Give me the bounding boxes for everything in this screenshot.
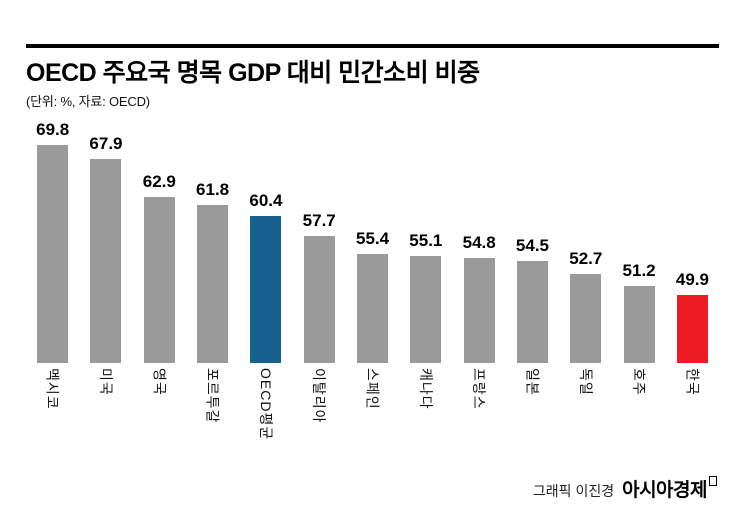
bar-category-label: 멕시코 bbox=[44, 368, 61, 410]
bar-chart: 69.8 멕시코 67.9 미국 62.9 영국 61.8 포르투갈 60.4 OECD평균 57.… bbox=[26, 120, 719, 450]
bar-category-label: 미국 bbox=[97, 368, 114, 396]
bar-value-label: 54.8 bbox=[462, 233, 496, 252]
bar bbox=[410, 256, 442, 363]
bar-value-label: 67.9 bbox=[89, 134, 123, 153]
bar-column: 54.8 프랑스 bbox=[453, 233, 506, 450]
bar-column: 57.7 이탈리아 bbox=[293, 211, 346, 450]
bar bbox=[623, 286, 655, 363]
bar-column: 55.4 스페인 bbox=[346, 229, 399, 450]
credit-line: 그래픽 이진경 아시아경제 bbox=[533, 475, 717, 502]
bar-value-label: 55.1 bbox=[409, 231, 443, 250]
bar bbox=[516, 261, 548, 363]
bar-category-label: 일본 bbox=[524, 368, 541, 396]
bar-category-label: 프랑스 bbox=[471, 368, 488, 410]
bar-category-label: OECD평균 bbox=[257, 368, 274, 441]
bar-column: 60.4 OECD평균 bbox=[239, 191, 292, 450]
bar-column: 51.2 호주 bbox=[612, 261, 665, 450]
bar bbox=[250, 216, 282, 363]
brand-mark-icon bbox=[709, 476, 717, 486]
bar bbox=[676, 295, 708, 363]
bar bbox=[463, 258, 495, 363]
bar bbox=[90, 159, 122, 363]
bar-column: 69.8 멕시코 bbox=[26, 120, 79, 450]
bar bbox=[143, 197, 175, 363]
bar-value-label: 57.7 bbox=[302, 211, 336, 230]
bar-column: 55.1 캐나다 bbox=[399, 231, 452, 450]
chart-subtitle: (단위: %, 자료: OECD) bbox=[26, 94, 150, 109]
bar-category-label: 독일 bbox=[577, 368, 594, 396]
bar-value-label: 49.9 bbox=[675, 270, 709, 289]
bar-value-label: 52.7 bbox=[569, 249, 603, 268]
brand-logo: 아시아경제 bbox=[622, 475, 717, 502]
bar bbox=[303, 236, 335, 363]
bar-value-label: 54.5 bbox=[515, 236, 550, 255]
bar-category-label: 호주 bbox=[631, 368, 648, 396]
bar-column: 67.9 미국 bbox=[79, 134, 132, 450]
bar-category-label: 이탈리아 bbox=[311, 368, 328, 424]
bar-category-label: 포르투갈 bbox=[204, 368, 221, 424]
brand-name: 아시아경제 bbox=[622, 480, 707, 501]
bar-category-label: 영국 bbox=[151, 368, 168, 396]
bar-column: 61.8 포르투갈 bbox=[186, 180, 239, 450]
bar-category-label: 스페인 bbox=[364, 368, 381, 410]
credit-text: 그래픽 이진경 bbox=[532, 483, 615, 499]
bar-value-label: 51.2 bbox=[622, 261, 656, 280]
bar bbox=[37, 145, 69, 363]
bar-category-label: 한국 bbox=[684, 368, 701, 396]
top-rule bbox=[26, 44, 719, 48]
page-title: OECD 주요국 명목 GDP 대비 민간소비 비중 bbox=[26, 59, 480, 87]
bar-value-label: 60.4 bbox=[249, 191, 283, 210]
bar-category-label: 캐나다 bbox=[417, 368, 434, 410]
bar-column: 54.5 일본 bbox=[506, 236, 559, 450]
bar-column: 49.9 한국 bbox=[666, 270, 719, 450]
bar-value-label: 69.8 bbox=[36, 120, 70, 139]
bar bbox=[197, 205, 229, 363]
bar-column: 62.9 영국 bbox=[133, 172, 186, 450]
bar-value-label: 55.4 bbox=[355, 229, 390, 248]
bar-value-label: 61.8 bbox=[196, 180, 230, 199]
bar-value-label: 62.9 bbox=[142, 172, 176, 191]
bar-column: 52.7 독일 bbox=[559, 249, 612, 450]
bar bbox=[357, 254, 389, 363]
bar bbox=[570, 274, 602, 363]
